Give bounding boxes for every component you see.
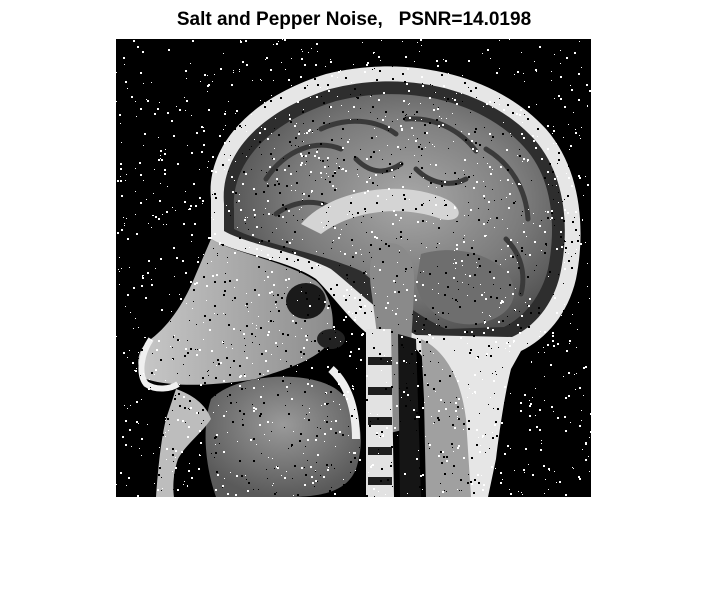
neck-tissue bbox=[421, 339, 471, 497]
brain-folds bbox=[263, 116, 531, 304]
image-axes bbox=[116, 39, 591, 497]
tongue-region bbox=[205, 376, 361, 497]
throat-band bbox=[328, 366, 360, 440]
neck-channel bbox=[398, 334, 421, 497]
salt-pepper-noise bbox=[116, 39, 591, 497]
nose-edge bbox=[138, 337, 180, 392]
sinus-cavity bbox=[286, 283, 326, 319]
mri-noisy-image bbox=[116, 39, 591, 497]
corpus-callosum bbox=[301, 188, 459, 234]
figure-title: Salt and Pepper Noise, PSNR=14.0198 bbox=[176, 9, 532, 30]
jaw-front bbox=[156, 389, 211, 497]
cerebellum bbox=[416, 250, 515, 325]
